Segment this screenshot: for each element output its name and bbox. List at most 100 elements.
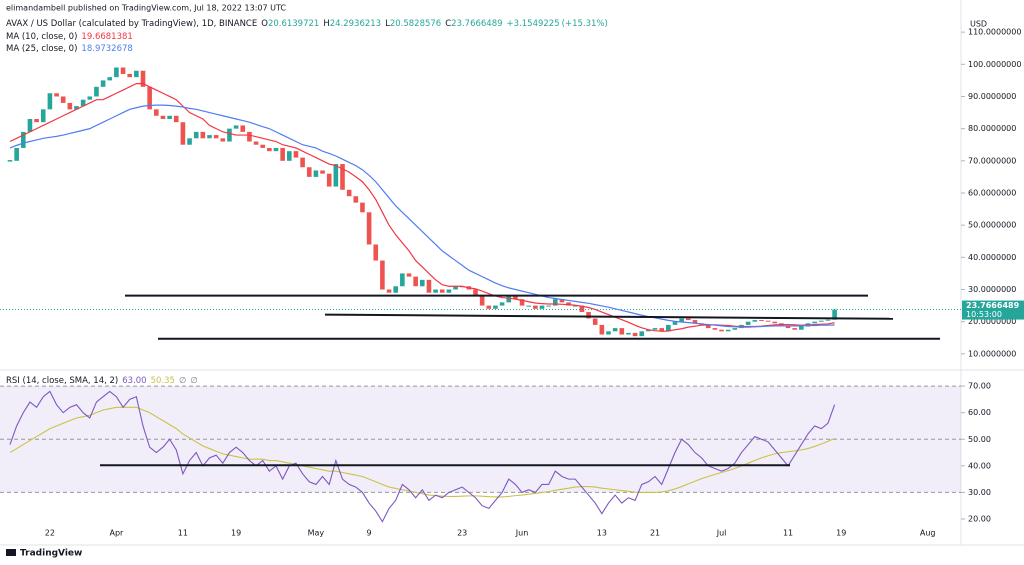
- candle: [732, 328, 738, 330]
- candle: [539, 305, 545, 309]
- candle: [273, 147, 279, 152]
- rsi-value: 50.35: [151, 376, 175, 386]
- candle: [147, 86, 152, 110]
- candle: [306, 167, 312, 177]
- candle: [393, 286, 398, 293]
- y-tick-label: 40.0000000: [968, 253, 1016, 262]
- candle: [173, 115, 179, 123]
- candle: [626, 332, 631, 335]
- candle: [486, 305, 492, 309]
- candle: [453, 286, 458, 290]
- candle: [619, 328, 625, 335]
- candle: [666, 324, 671, 332]
- y-tick-label: 50.00: [968, 435, 991, 444]
- candle: [652, 328, 658, 330]
- rsi-legend: RSI (14, close, SMA, 14, 2) 63.00 50.35 ∅ ∅: [6, 376, 198, 386]
- candle: [353, 196, 359, 203]
- published-note: elimandambell published on TradingView.c…: [6, 4, 286, 13]
- candle: [632, 332, 638, 337]
- x-tick-label: 19: [231, 529, 241, 538]
- brand-name: TradingView: [20, 549, 82, 559]
- candle: [193, 131, 199, 139]
- ohlc-key: O: [261, 19, 268, 29]
- x-tick-label: 22: [45, 529, 55, 538]
- candle: [572, 305, 578, 307]
- candle: [705, 324, 711, 329]
- candle: [34, 118, 39, 123]
- candle: [592, 318, 598, 325]
- candle: [40, 109, 46, 123]
- candle: [772, 321, 778, 324]
- candle: [752, 320, 758, 322]
- candle: [479, 295, 485, 306]
- x-tick-label: Jun: [515, 529, 529, 538]
- x-tick-label: May: [308, 529, 325, 538]
- y-tick-label: 20.0000000: [968, 317, 1016, 326]
- candle: [240, 125, 246, 132]
- bar-countdown: 10:53:00: [966, 310, 1002, 319]
- candle: [785, 326, 791, 329]
- candle: [287, 151, 292, 161]
- candle: [100, 80, 106, 87]
- y-tick-label: 30.00: [968, 488, 991, 497]
- candle: [566, 302, 571, 306]
- candle: [433, 289, 438, 293]
- candle: [533, 305, 538, 309]
- candle: [67, 102, 73, 110]
- rsi-value: 63.00: [122, 376, 146, 386]
- candle: [506, 295, 512, 303]
- trendline: [324, 313, 894, 320]
- ohlc-value: 23.7666489: [451, 19, 502, 29]
- x-tick-label: 11: [178, 529, 188, 538]
- candle: [553, 299, 558, 306]
- candle: [233, 125, 239, 129]
- candle: [107, 77, 113, 81]
- ma-value: 19.6681381: [81, 32, 132, 42]
- candle: [87, 96, 93, 100]
- x-tick-label: Aug: [920, 529, 936, 538]
- candle: [134, 70, 139, 78]
- candle: [546, 305, 551, 307]
- moving-average-line: [9, 83, 835, 332]
- candle: [313, 170, 319, 177]
- candle: [513, 295, 518, 300]
- candle: [380, 260, 385, 290]
- candle: [227, 128, 232, 142]
- candle: [473, 289, 478, 296]
- candle: [247, 131, 252, 142]
- chart-legend: AVAX / US Dollar (calculated by TradingV…: [6, 19, 608, 29]
- candle: [606, 331, 611, 335]
- y-tick-label: 50.0000000: [968, 221, 1016, 230]
- candle: [400, 273, 405, 287]
- candle: [360, 202, 365, 213]
- x-tick-label: 23: [457, 529, 467, 538]
- moving-average-line: [9, 104, 835, 328]
- candle: [825, 319, 831, 321]
- brand: TradingView: [6, 549, 82, 559]
- candle: [446, 289, 452, 293]
- y-tick-label: 80.0000000: [968, 124, 1016, 133]
- candle: [300, 157, 305, 168]
- y-tick-label: 100.0000000: [968, 60, 1021, 69]
- candle: [267, 147, 272, 152]
- candle: [599, 324, 605, 335]
- rsi-extra: ∅: [179, 376, 186, 386]
- candle: [745, 321, 751, 325]
- candle: [406, 273, 412, 277]
- candle: [526, 305, 531, 307]
- candle: [386, 289, 392, 293]
- candle: [80, 99, 86, 107]
- y-tick-label: 90.0000000: [968, 92, 1016, 101]
- candle: [759, 320, 764, 322]
- x-tick-label: 19: [836, 529, 846, 538]
- candle: [21, 131, 26, 148]
- candle: [154, 109, 159, 116]
- candle: [832, 309, 837, 320]
- y-tick-label: 60.00: [968, 408, 991, 417]
- x-tick-label: 11: [783, 529, 793, 538]
- last-price-label: 23.7666489: [966, 301, 1020, 310]
- candle: [253, 141, 259, 145]
- candle: [187, 138, 192, 145]
- x-tick-label: Apr: [109, 529, 124, 538]
